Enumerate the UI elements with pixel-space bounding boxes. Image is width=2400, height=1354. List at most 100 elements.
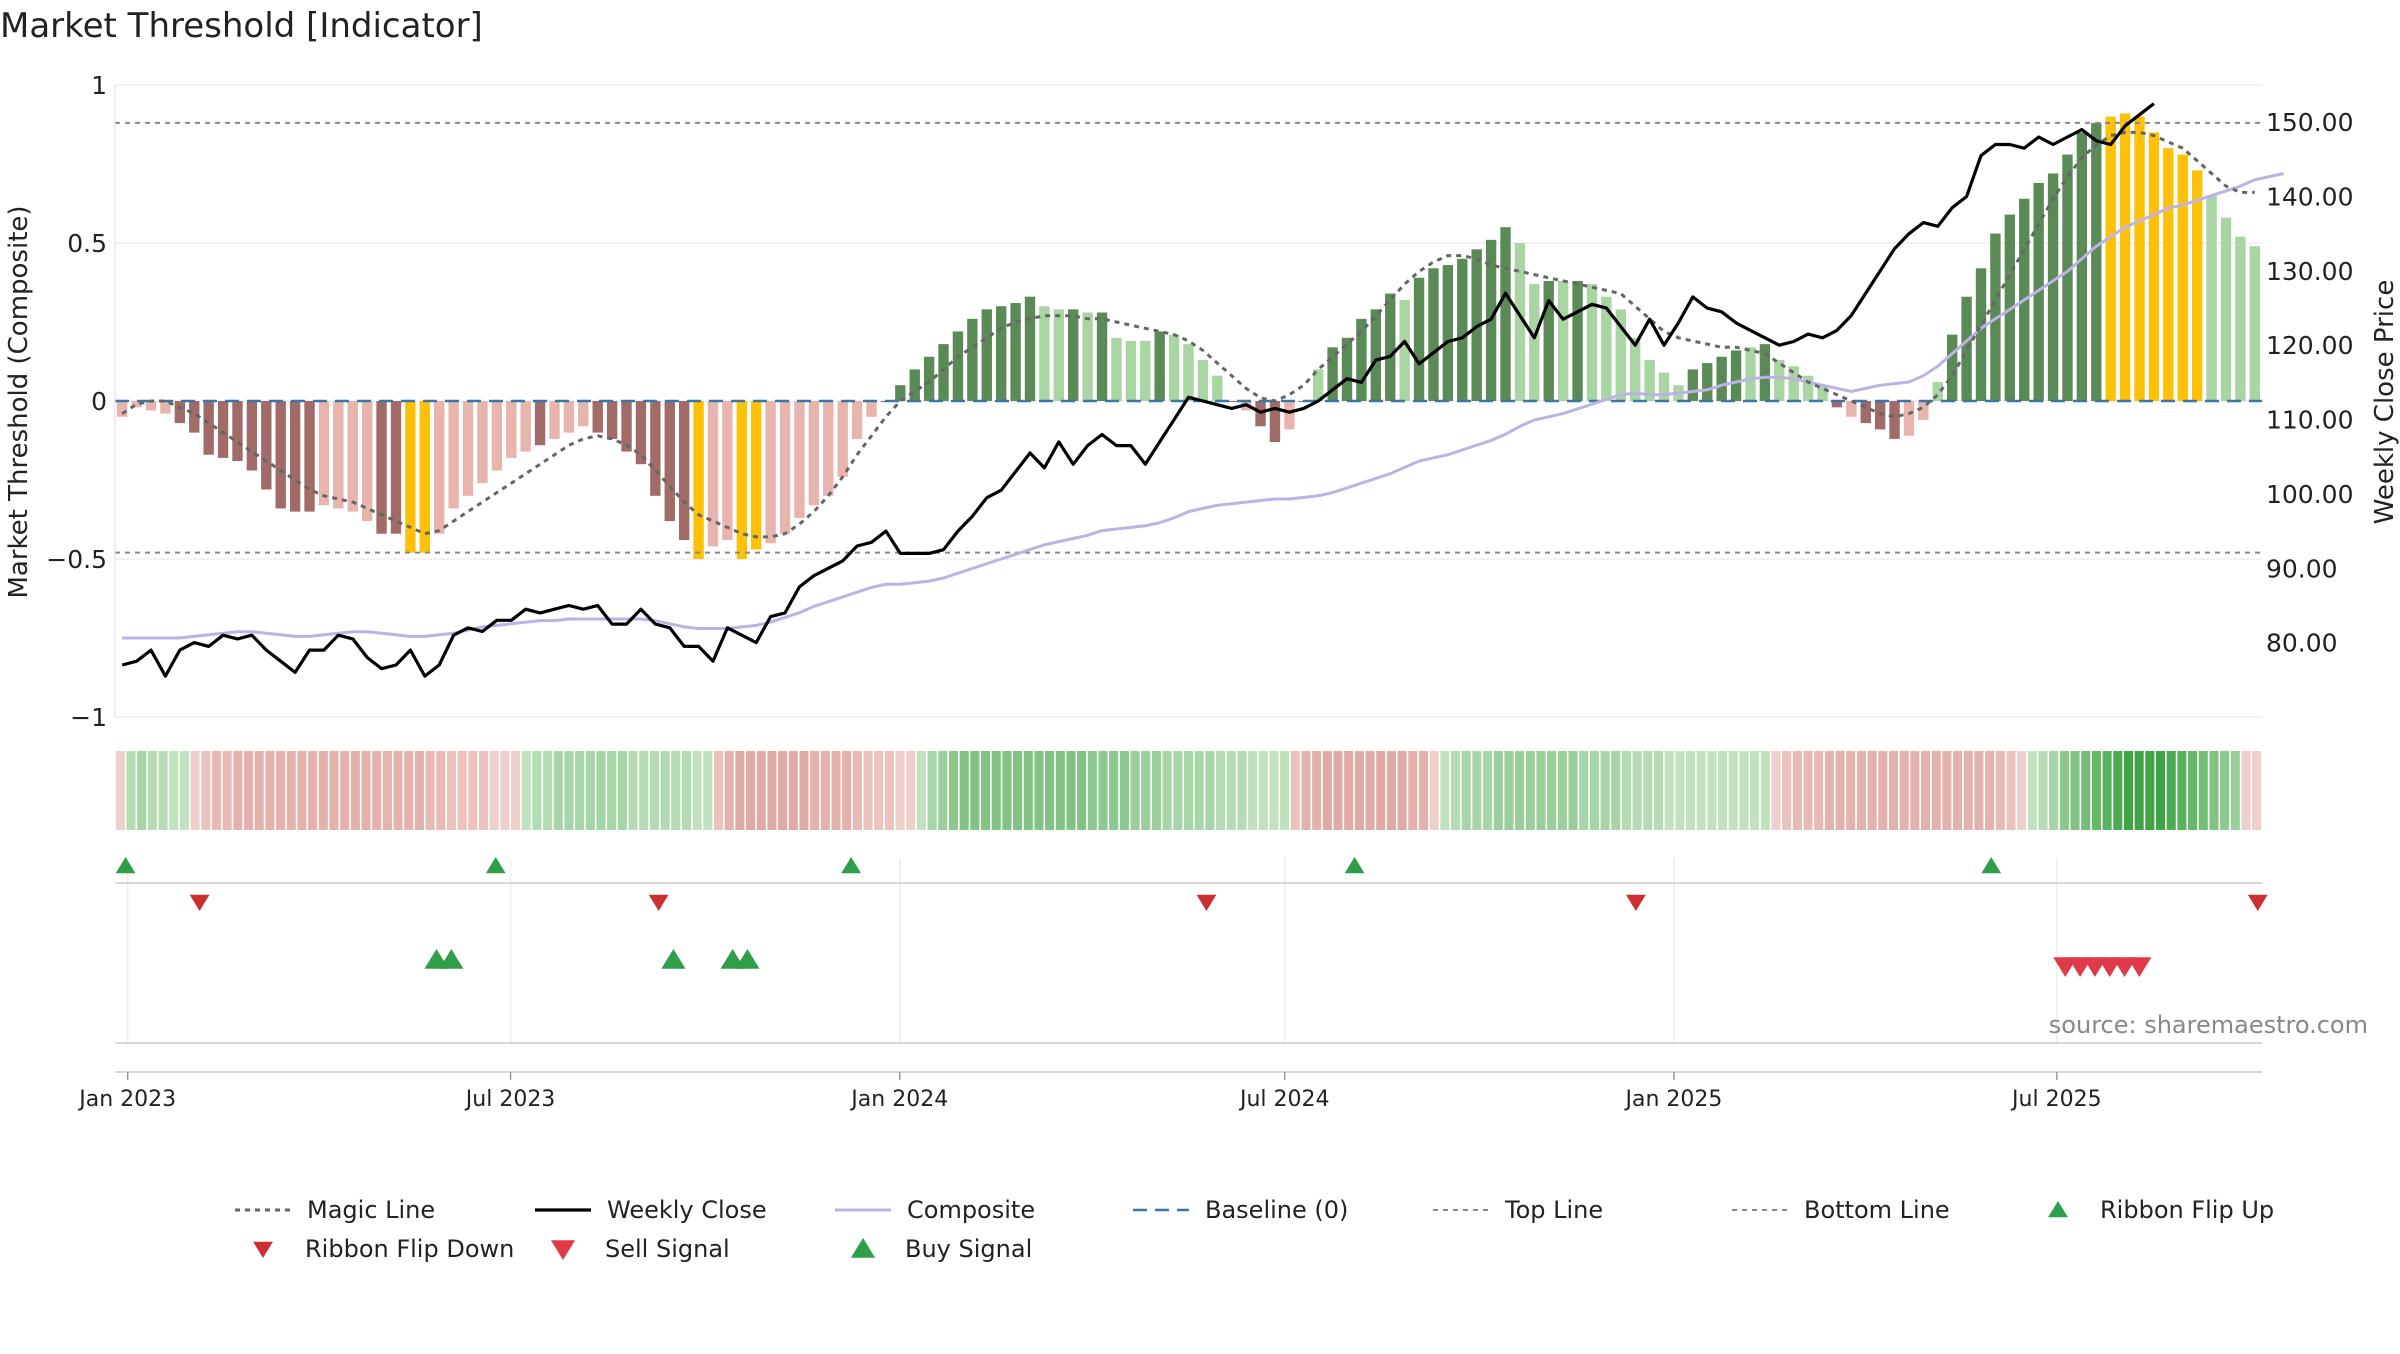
magic-line	[121, 130, 2255, 539]
composite-bar	[1068, 309, 1079, 401]
ribbon-cell	[991, 751, 1001, 830]
chart-title: Market Threshold [Indicator]	[0, 6, 483, 46]
composite-bar	[1889, 401, 1900, 439]
legend-item: Baseline (0)	[1133, 1196, 1348, 1224]
ribbon-cell	[1515, 751, 1525, 830]
composite-bar	[2249, 246, 2260, 401]
ribbon-cell	[2017, 751, 2027, 830]
ribbon-cell	[1440, 751, 1450, 830]
ribbon-cell	[649, 751, 659, 830]
composite-bar	[2134, 116, 2145, 401]
ribbon-cell	[1333, 751, 1343, 830]
ribbon-cell	[692, 751, 702, 830]
ribbon-cell	[2198, 751, 2208, 830]
composite-bar	[1702, 363, 1713, 401]
ribbon-cell	[799, 751, 809, 830]
legend-label: Ribbon Flip Down	[305, 1235, 514, 1263]
ribbon-cell	[681, 751, 692, 830]
composite-bar	[390, 401, 402, 534]
ribbon-cell	[521, 751, 531, 830]
composite-bar	[722, 401, 733, 541]
composite-line	[122, 172, 2284, 640]
ribbon-flip-up-marker	[841, 857, 862, 874]
ribbon-cell	[1664, 751, 1674, 830]
composite-bar	[2206, 195, 2217, 401]
composite-bar	[232, 401, 243, 462]
ribbon-cell	[959, 751, 969, 830]
ribbon-cell	[1557, 751, 1567, 830]
composite-bar	[837, 401, 848, 477]
ribbon-cell	[1066, 751, 1076, 830]
ribbon-flip-up-marker	[115, 857, 136, 874]
ribbon-cell	[585, 751, 595, 830]
ribbon-cell	[948, 751, 959, 830]
ribbon-cell	[1910, 751, 1920, 830]
ribbon-cell	[436, 751, 446, 830]
composite-bar	[995, 306, 1007, 401]
legend-item: Bottom Line	[1732, 1196, 1950, 1224]
ribbon-cell	[1312, 751, 1322, 830]
composite-bar	[2163, 148, 2174, 401]
composite-bar	[333, 401, 344, 509]
ribbon-cell	[703, 751, 713, 830]
ribbon-cell	[1365, 751, 1375, 830]
ribbon-cell	[1856, 751, 1866, 830]
ribbon-cell	[1162, 751, 1172, 830]
y-tick-left: −0.5	[46, 545, 107, 574]
ribbon-cell	[1974, 751, 1984, 830]
composite-bar	[506, 401, 517, 458]
composite-bar	[1125, 340, 1137, 401]
ribbon-cell	[1408, 751, 1418, 830]
ribbon-cell	[276, 751, 286, 830]
composite-bar	[1903, 401, 1915, 436]
ribbon-flip-down-marker	[1625, 894, 1646, 911]
ribbon-cell	[1525, 751, 1535, 830]
composite-bar	[1024, 296, 1036, 401]
ribbon-cell	[1675, 751, 1685, 830]
composite-bar	[1774, 359, 1785, 401]
ribbon-cell	[1023, 751, 1033, 830]
composite-bar	[462, 401, 474, 496]
ribbon-cell	[265, 751, 275, 830]
ribbon-flip-down-marker	[2247, 894, 2268, 911]
ribbon-cell	[2209, 751, 2219, 830]
ribbon-cell	[1739, 751, 1749, 830]
buy-signal-marker	[439, 949, 464, 969]
composite-bar	[1615, 309, 1626, 401]
composite-bar	[1111, 337, 1122, 401]
composite-bar	[2148, 132, 2160, 401]
ribbon-cell	[2230, 751, 2240, 830]
composite-bar	[866, 401, 877, 417]
ribbon-cell	[361, 751, 371, 830]
composite-bar	[1039, 306, 1050, 401]
ribbon-cell	[1760, 751, 1770, 830]
y-tick-left: −1	[70, 703, 107, 732]
ribbon-cell	[1728, 751, 1738, 830]
legend-item: Magic Line	[235, 1196, 435, 1224]
ribbon-cell	[243, 751, 254, 830]
composite-bar	[1413, 277, 1425, 401]
ribbon-cell	[1280, 751, 1290, 830]
ribbon-cell	[372, 751, 382, 830]
composite-bar	[1572, 280, 1583, 401]
composite-bar	[1687, 369, 1699, 401]
ribbon-cell	[1814, 751, 1824, 830]
ribbon-cell	[938, 751, 948, 830]
ribbon-cell	[713, 751, 724, 830]
ribbon-cell	[1611, 751, 1621, 830]
composite-bar	[477, 401, 488, 484]
signal-panels	[115, 857, 2268, 1045]
ribbon-cell	[1685, 751, 1696, 830]
composite-bar	[1399, 299, 1410, 401]
composite-bar	[117, 401, 128, 417]
x-tick-label: Jul 2023	[464, 1087, 556, 1112]
ribbon-cell	[1835, 751, 1845, 830]
ribbon-cell	[1963, 751, 1973, 830]
ribbon-cell	[1493, 751, 1503, 830]
composite-bar	[1096, 312, 1108, 401]
ribbon-cell	[1226, 751, 1236, 830]
composite-bar	[952, 331, 964, 401]
ribbon-cell	[1183, 751, 1194, 830]
ribbon-cell	[147, 751, 157, 830]
